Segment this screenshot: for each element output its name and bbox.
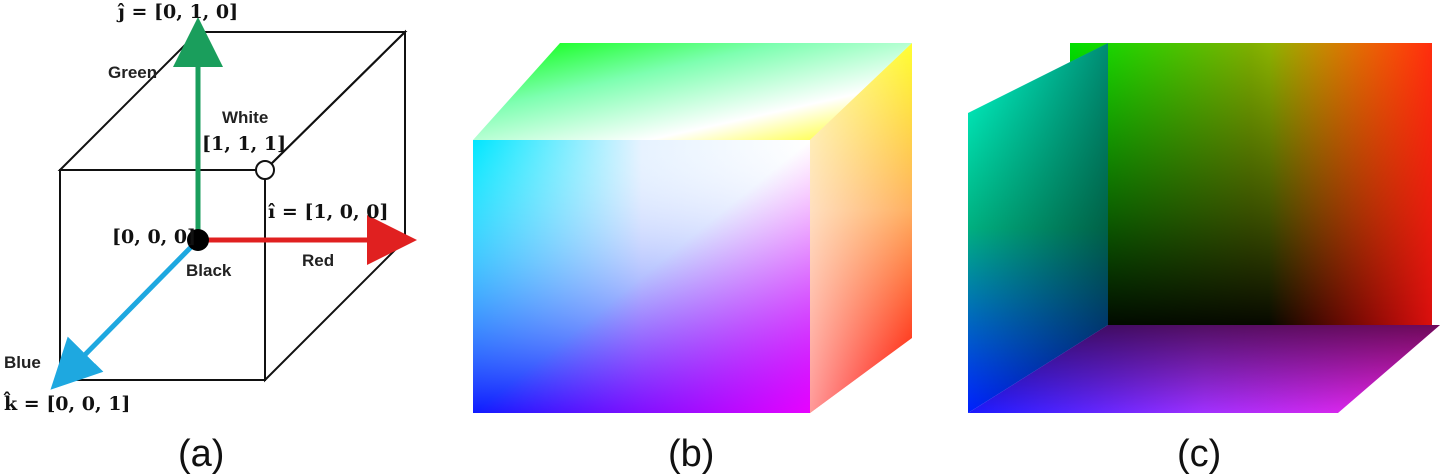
white-coord-label: [1, 1, 1] — [202, 133, 286, 155]
green-label: Green — [108, 63, 157, 82]
caption-a: (a) — [178, 433, 224, 474]
panel-b-solid-color-cube — [473, 43, 912, 413]
black-label: Black — [186, 261, 232, 280]
blue-axis-arrow — [50, 238, 200, 390]
origin-coord-label: [0, 0, 0] — [112, 226, 196, 248]
caption-c: (c) — [1177, 433, 1221, 474]
k-vector-label: k̂ = [0, 0, 1] — [3, 391, 131, 415]
white-corner-point — [255, 160, 275, 180]
j-vector-label: ĵ = [0, 1, 0] — [116, 1, 238, 23]
caption-b: (b) — [668, 433, 714, 474]
cube-b-top-face — [473, 43, 912, 140]
i-vector-label: î = [1, 0, 0] — [268, 201, 388, 223]
panel-c-cutaway-color-cube — [968, 43, 1440, 413]
white-label: White — [222, 108, 268, 127]
red-label: Red — [302, 251, 334, 270]
black-origin-point — [187, 229, 209, 251]
blue-label: Blue — [4, 353, 41, 372]
